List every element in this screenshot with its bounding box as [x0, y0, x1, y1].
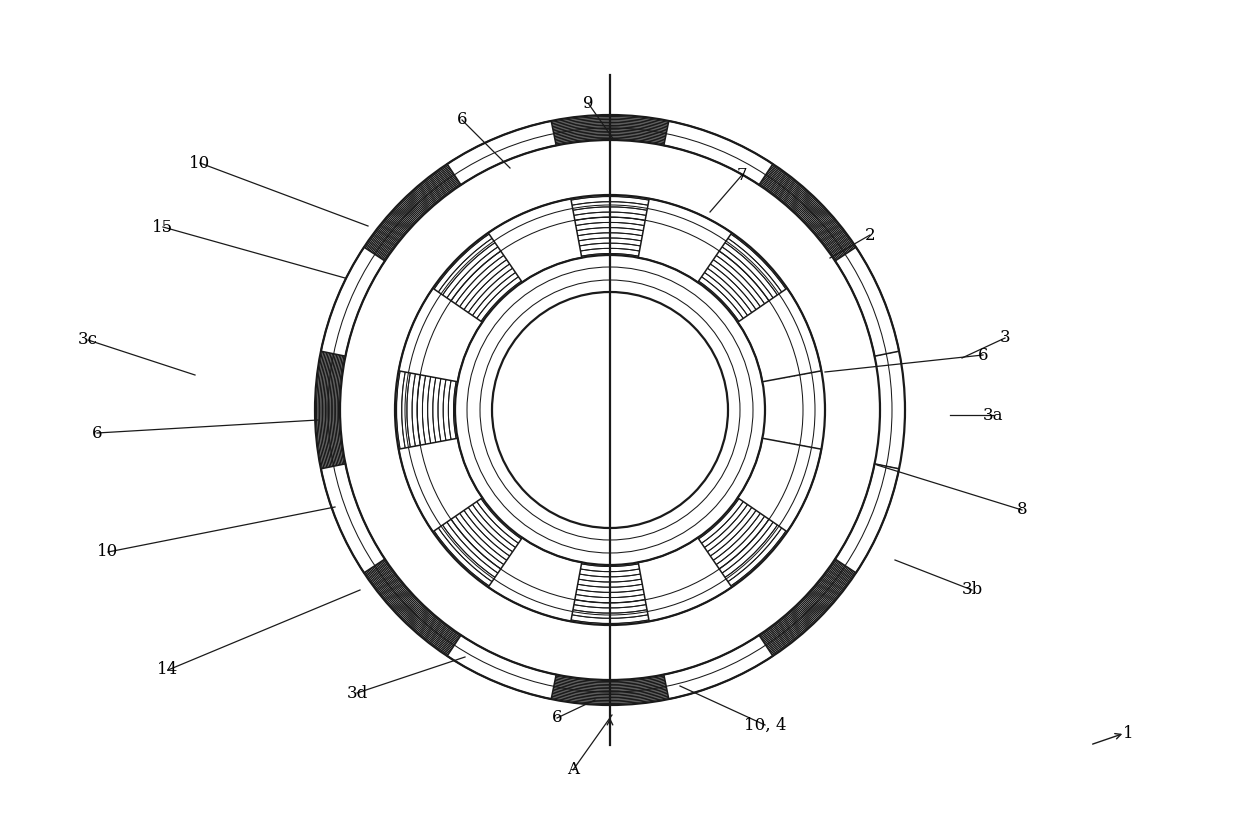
Text: 2: 2 [864, 227, 875, 243]
Polygon shape [738, 288, 821, 382]
Text: 8: 8 [1017, 502, 1027, 518]
Text: 10: 10 [190, 154, 211, 172]
Polygon shape [663, 121, 773, 185]
Text: 15: 15 [153, 219, 174, 235]
Polygon shape [489, 199, 582, 282]
Polygon shape [639, 199, 732, 282]
Text: 10, 4: 10, 4 [744, 716, 786, 733]
Text: 9: 9 [583, 95, 593, 111]
Polygon shape [398, 288, 482, 382]
Text: 1: 1 [1122, 724, 1133, 742]
Polygon shape [448, 635, 557, 699]
Polygon shape [321, 464, 384, 573]
Polygon shape [663, 635, 773, 699]
Polygon shape [321, 248, 384, 356]
Polygon shape [639, 538, 732, 621]
Polygon shape [836, 464, 899, 573]
Text: 3: 3 [999, 329, 1011, 346]
Text: 6: 6 [978, 346, 988, 364]
Text: 14: 14 [157, 662, 179, 678]
Circle shape [492, 292, 728, 528]
Circle shape [396, 195, 825, 625]
Circle shape [492, 292, 728, 528]
Text: 3d: 3d [346, 685, 367, 701]
Text: 6: 6 [552, 710, 562, 727]
Text: 3b: 3b [961, 582, 982, 598]
Text: 3a: 3a [983, 407, 1003, 423]
Circle shape [315, 115, 905, 705]
Polygon shape [489, 538, 582, 621]
Polygon shape [398, 438, 482, 532]
Text: 3c: 3c [78, 332, 98, 348]
Polygon shape [836, 248, 899, 356]
Text: 6: 6 [92, 425, 102, 441]
Text: 10: 10 [98, 544, 119, 560]
Polygon shape [738, 438, 821, 532]
Polygon shape [448, 121, 557, 185]
Text: 6: 6 [456, 111, 467, 129]
Text: A: A [567, 761, 579, 779]
Text: 7: 7 [737, 167, 748, 183]
